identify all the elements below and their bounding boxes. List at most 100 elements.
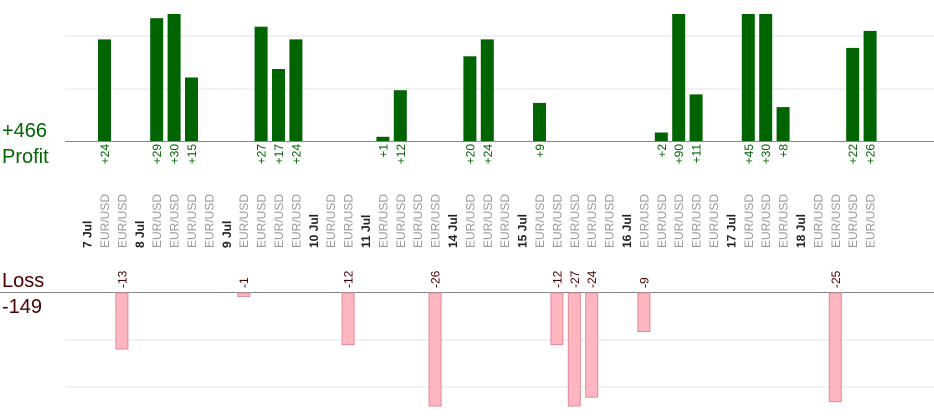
profit-bar <box>759 14 773 141</box>
category-label: EUR/USD <box>707 194 721 248</box>
loss-value-label: -26 <box>429 270 443 288</box>
profit-bar <box>846 47 860 141</box>
profit-bar <box>689 94 703 141</box>
loss-bar <box>585 292 599 398</box>
profit-bar <box>167 14 181 141</box>
profit-bar <box>863 30 877 141</box>
profit-value-label: +29 <box>150 144 164 165</box>
profit-value-label: +30 <box>759 144 773 165</box>
profit-label: Profit <box>2 146 49 168</box>
profit-value-label: +11 <box>690 144 704 164</box>
loss-value-label: -12 <box>342 270 356 288</box>
loss-bar <box>567 292 581 407</box>
category-label: EUR/USD <box>846 194 860 248</box>
date-label: 18 Jul <box>794 214 808 248</box>
loss-value-label: -27 <box>568 270 582 288</box>
profit-value-label: +2 <box>655 144 669 158</box>
date-label: 14 Jul <box>446 214 460 248</box>
category-label: EUR/USD <box>376 194 390 248</box>
category-label: EUR/USD <box>168 194 182 248</box>
loss-value-label: -13 <box>115 270 129 288</box>
category-label: EUR/USD <box>272 194 286 248</box>
profit-value-label: +15 <box>185 144 199 165</box>
category-label: EUR/USD <box>202 194 216 248</box>
category-label: EUR/USD <box>585 194 599 248</box>
category-label: EUR/USD <box>115 194 129 248</box>
category-label: EUR/USD <box>324 194 338 248</box>
profit-value-label: +22 <box>846 144 860 165</box>
category-label: EUR/USD <box>498 194 512 248</box>
category-label: EUR/USD <box>777 194 791 248</box>
category-label: EUR/USD <box>429 194 443 248</box>
profit-value-label: +1 <box>376 144 390 158</box>
category-label: EUR/USD <box>394 194 408 248</box>
profit-value-label: +27 <box>255 144 269 165</box>
category-label: EUR/USD <box>637 194 651 248</box>
profit-bar <box>741 14 755 141</box>
category-label: EUR/USD <box>289 194 303 248</box>
category-label: EUR/USD <box>533 194 547 248</box>
loss-bar <box>550 292 564 346</box>
profit-value-label: +30 <box>168 144 182 165</box>
category-label: EUR/USD <box>690 194 704 248</box>
profit-value-label: +26 <box>864 144 878 165</box>
loss-value-label: -12 <box>550 270 564 288</box>
category-label: EUR/USD <box>672 194 686 248</box>
loss-value-label: -9 <box>637 277 651 288</box>
loss-value-label: -24 <box>585 270 599 288</box>
date-label: 10 Jul <box>307 214 321 248</box>
category-label: EUR/USD <box>342 194 356 248</box>
category-label: EUR/USD <box>811 194 825 248</box>
category-label: EUR/USD <box>603 194 617 248</box>
profit-value-label: +45 <box>742 144 756 165</box>
date-label: 16 Jul <box>620 214 634 248</box>
profit-bar <box>289 39 303 141</box>
category-label: EUR/USD <box>864 194 878 248</box>
category-label: EUR/USD <box>742 194 756 248</box>
loss-bar <box>637 292 651 332</box>
profit-bar <box>393 90 407 141</box>
baselines <box>0 141 934 293</box>
profit-bar <box>480 39 494 141</box>
date-label: 8 Jul <box>133 221 147 248</box>
loss-bar <box>428 292 442 407</box>
profit-bar <box>272 69 285 141</box>
profit-bar <box>776 107 790 141</box>
category-label: EUR/USD <box>237 194 251 248</box>
category-label: EUR/USD <box>98 194 112 248</box>
grid-lines <box>65 35 934 388</box>
date-label: 17 Jul <box>724 214 738 248</box>
loss-bar <box>115 292 129 350</box>
category-label: EUR/USD <box>185 194 199 248</box>
bars <box>98 14 877 407</box>
profit-value-label: +9 <box>533 144 547 158</box>
profit-bar <box>254 26 268 142</box>
category-label: EUR/USD <box>463 194 477 248</box>
profit-value-label: +20 <box>463 144 477 165</box>
profit-bar <box>185 77 198 141</box>
category-label: EUR/USD <box>550 194 564 248</box>
profit-bar <box>98 39 111 141</box>
profit-bar <box>463 56 477 141</box>
loss-bar <box>341 292 355 346</box>
date-label: 9 Jul <box>220 221 234 248</box>
loss-value-label: -25 <box>829 270 843 288</box>
profit-value-label: +90 <box>672 144 686 165</box>
date-label: 15 Jul <box>516 214 530 248</box>
profit-value-label: +12 <box>394 144 408 165</box>
profit-value-label: +8 <box>777 144 791 158</box>
profit-value-label: +17 <box>272 144 286 165</box>
category-label: EUR/USD <box>829 194 843 248</box>
profit-value-label: +24 <box>481 144 495 165</box>
labels: 7 Jul 8 Jul 9 Jul 10 Jul 11 Jul 14 Jul 15 Jul 1… <box>81 144 878 288</box>
category-label: EUR/USD <box>568 194 582 248</box>
date-label: 7 Jul <box>81 221 95 248</box>
category-label: EUR/USD <box>759 194 773 248</box>
category-label: EUR/USD <box>655 194 669 248</box>
profit-value-label: +24 <box>289 144 303 165</box>
date-label: 11 Jul <box>359 215 373 248</box>
loss-value-label: -1 <box>237 277 251 288</box>
profit-bar <box>533 102 546 141</box>
profit-bar <box>376 136 390 141</box>
